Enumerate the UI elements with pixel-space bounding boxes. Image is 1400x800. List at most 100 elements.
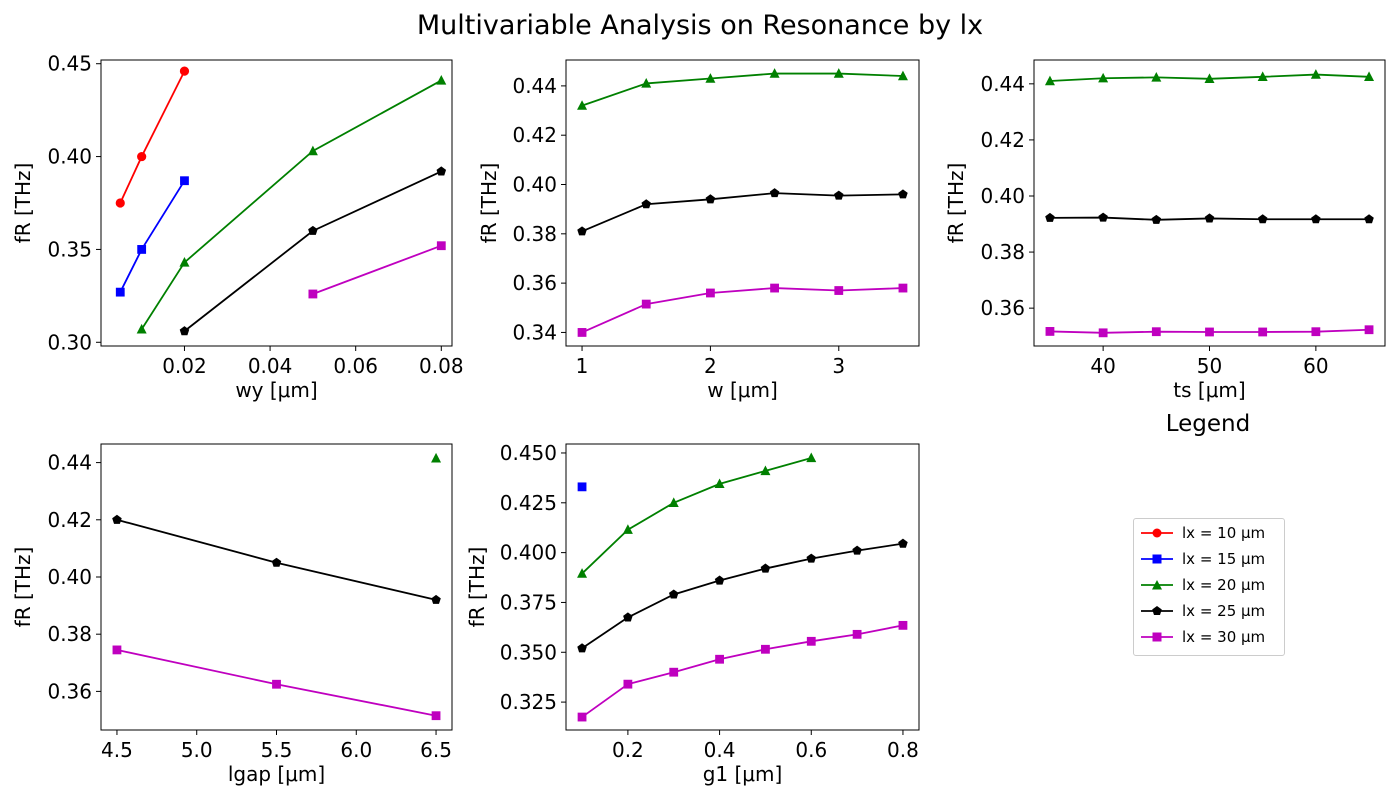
data-point xyxy=(1151,214,1162,224)
data-point xyxy=(806,452,817,463)
data-point xyxy=(714,575,725,585)
data-point xyxy=(137,245,147,254)
subplot-2: 1 2 3 0.34 0.36 0.38 0.40 0.42 0.44 w [μm] fR [THz… xyxy=(477,59,920,402)
x-tick-label: 1 xyxy=(576,354,589,378)
data-point xyxy=(112,514,122,524)
y-tick-label: 0.400 xyxy=(500,541,557,565)
data-point xyxy=(834,190,844,200)
y-tick-label: 0.42 xyxy=(47,508,92,532)
y-tick-label: 0.42 xyxy=(512,123,557,147)
legend-label: lx = 25 μm xyxy=(1182,602,1266,620)
series xyxy=(577,188,908,236)
data-point xyxy=(115,198,125,208)
series xyxy=(577,482,587,492)
axes-frame xyxy=(565,443,920,731)
series xyxy=(179,166,447,336)
data-point xyxy=(1045,327,1055,336)
series xyxy=(112,645,441,721)
x-tick-label: 4.5 xyxy=(101,738,133,762)
series-line xyxy=(581,542,904,650)
legend-marker-triangle-icon xyxy=(1141,580,1173,590)
data-point xyxy=(669,667,679,677)
x-tick-label: 50 xyxy=(1197,354,1222,378)
data-point xyxy=(577,568,588,578)
data-point xyxy=(1204,73,1215,83)
subplot-4: 4.5 5.0 5.5 6.0 6.5 0.36 0.38 0.40 0.42 0.44 lgap … xyxy=(11,443,453,786)
data-point xyxy=(761,644,770,654)
data-point xyxy=(641,78,652,88)
x-axis-label: w [μm] xyxy=(707,378,778,402)
y-tick-label: 0.425 xyxy=(500,491,557,515)
y-tick-label: 0.30 xyxy=(47,330,92,354)
y-tick-label: 0.38 xyxy=(512,222,557,246)
data-point xyxy=(436,75,447,85)
data-point xyxy=(769,68,780,78)
y-axis-label: fR [THz] xyxy=(477,163,501,244)
data-point xyxy=(705,73,716,83)
data-point xyxy=(897,70,908,81)
series xyxy=(1045,325,1374,338)
x-tick-label: 0.08 xyxy=(419,354,464,378)
data-point xyxy=(577,328,587,337)
data-point xyxy=(1098,72,1109,83)
axes-frame xyxy=(565,59,920,347)
legend-label: lx = 10 μm xyxy=(1182,524,1266,542)
legend-marker-square-icon xyxy=(1141,632,1173,642)
x-axis-label: ts [μm] xyxy=(1173,378,1245,402)
data-point xyxy=(806,553,817,563)
series xyxy=(577,68,908,110)
x-tick-label: 0.6 xyxy=(795,738,827,762)
x-tick-label: 0.8 xyxy=(887,738,919,762)
y-tick-label: 0.38 xyxy=(47,622,92,646)
data-point xyxy=(115,287,125,297)
data-point xyxy=(577,712,587,722)
data-point xyxy=(769,188,780,198)
data-point xyxy=(577,482,587,492)
data-point xyxy=(431,452,442,463)
data-point xyxy=(136,323,147,334)
legend-entry-lx30: lx = 30 μm xyxy=(1140,626,1265,648)
data-point xyxy=(668,497,679,507)
data-point xyxy=(706,288,715,298)
x-tick-label: 0.4 xyxy=(704,738,736,762)
y-tick-label: 0.450 xyxy=(500,441,557,465)
data-point xyxy=(1364,71,1375,82)
legend-label: lx = 15 μm xyxy=(1182,550,1266,568)
series-line xyxy=(140,79,442,330)
data-point xyxy=(898,620,908,630)
data-point xyxy=(431,594,441,604)
data-point xyxy=(1044,75,1055,86)
data-point xyxy=(898,283,908,293)
series-line xyxy=(581,192,903,233)
data-point xyxy=(1258,327,1268,337)
data-point xyxy=(806,636,816,646)
data-point xyxy=(834,286,844,295)
x-tick-label: 6.0 xyxy=(340,738,372,762)
data-point xyxy=(1098,212,1108,222)
series-line xyxy=(312,244,442,295)
series xyxy=(577,620,908,722)
data-point xyxy=(112,645,122,655)
data-point xyxy=(271,557,282,567)
x-tick-label: 5.0 xyxy=(181,738,213,762)
figure-title: Multivariable Analysis on Resonance by l… xyxy=(416,10,984,41)
legend-label: lx = 20 μm xyxy=(1182,576,1266,594)
data-point xyxy=(623,612,633,622)
y-tick-label: 0.42 xyxy=(980,128,1025,152)
data-point xyxy=(180,176,189,186)
data-point xyxy=(436,166,447,176)
data-point xyxy=(308,289,318,299)
series xyxy=(577,538,908,653)
legend-entry-lx15: lx = 15 μm xyxy=(1140,548,1265,570)
y-tick-label: 0.35 xyxy=(47,237,92,261)
y-axis-label: fR [THz] xyxy=(944,163,968,244)
x-tick-label: 0.04 xyxy=(248,354,293,378)
y-tick-label: 0.350 xyxy=(500,640,557,664)
series-line xyxy=(581,457,812,575)
axes-frame xyxy=(100,59,453,347)
data-point xyxy=(833,68,844,78)
y-tick-label: 0.36 xyxy=(512,271,557,295)
data-point xyxy=(308,225,318,235)
data-point xyxy=(179,66,190,76)
